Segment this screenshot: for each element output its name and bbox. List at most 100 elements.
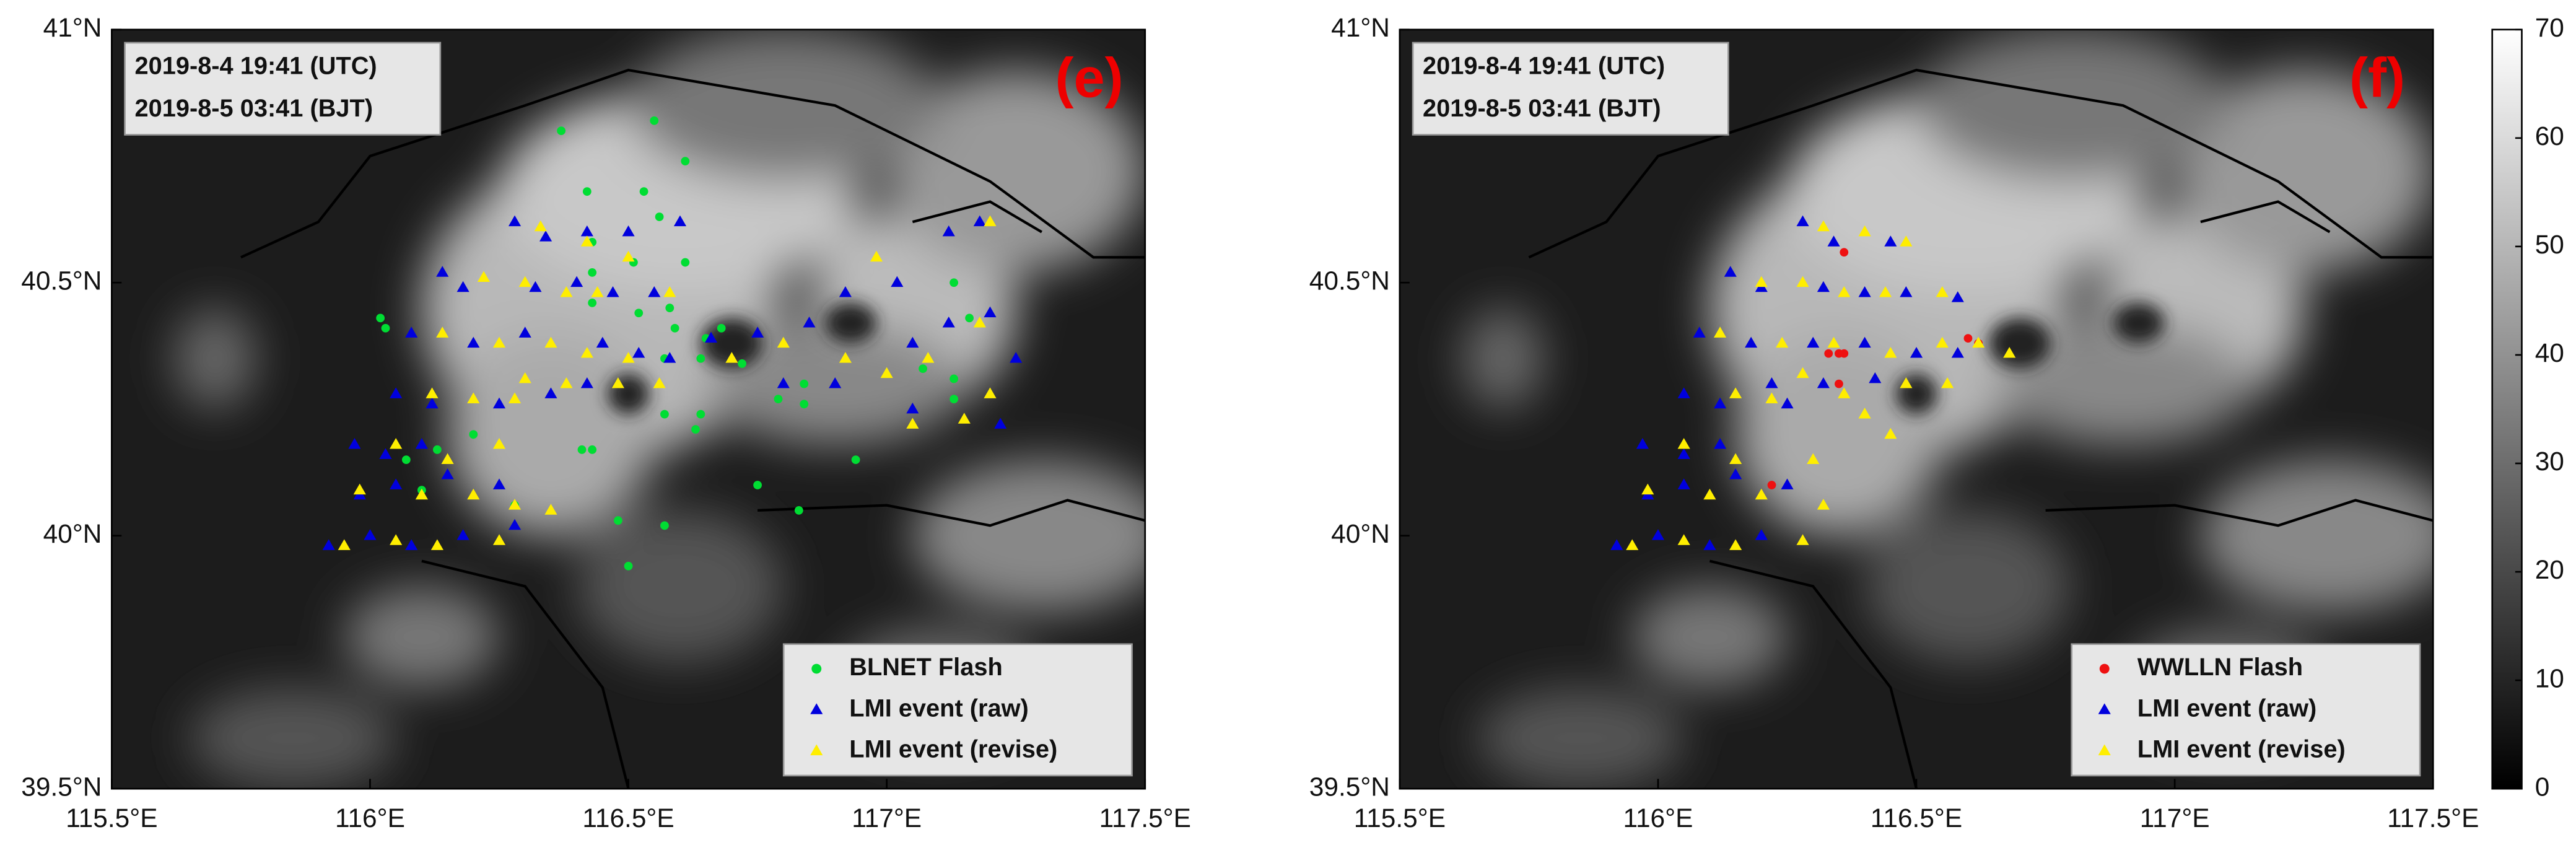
event-point (1781, 397, 1794, 409)
event-point (580, 346, 593, 358)
annotation-box (124, 42, 442, 136)
event-point (580, 377, 593, 388)
flash-point (577, 445, 587, 454)
event-point (1951, 346, 1964, 358)
boundary (2045, 499, 2434, 527)
event-point (1884, 427, 1897, 439)
flash-point (1840, 248, 1849, 257)
cloud (344, 586, 500, 688)
event-point (1858, 286, 1871, 297)
boundary (421, 559, 630, 789)
flash-point (774, 395, 783, 404)
legend-marker (810, 744, 823, 756)
flash-point (800, 379, 809, 388)
y-tick-label: 40.5°N (21, 266, 102, 295)
event-point (415, 488, 428, 500)
event-point (1641, 483, 1654, 495)
event-point (492, 438, 506, 449)
colorbar-tick-label: 0 (2535, 772, 2550, 801)
boundary (240, 68, 1145, 259)
event-point (390, 534, 403, 545)
legend-label: LMI event (revise) (2137, 736, 2346, 763)
event-point (529, 281, 542, 292)
event-point (673, 215, 687, 227)
annotation: 2019-8-4 19:41 (UTC) (1423, 52, 1665, 79)
event-point (426, 397, 439, 409)
event-point (1884, 346, 1897, 358)
gap (1988, 318, 2051, 369)
event-point (322, 539, 335, 550)
event-point (508, 499, 522, 510)
event-point (1796, 534, 1809, 545)
boundary (758, 499, 1145, 527)
cloud (577, 510, 784, 662)
cloud (2200, 460, 2434, 612)
event-point (436, 326, 449, 338)
event-point (518, 372, 531, 383)
annotation: 2019-8-5 03:41 (BJT) (134, 95, 373, 122)
event-point (1703, 488, 1716, 500)
event-point (1745, 336, 1758, 348)
flash-point (1824, 349, 1833, 358)
event-point (580, 235, 593, 247)
event-point (1827, 235, 1840, 247)
flash-point (469, 430, 478, 439)
event-point (777, 377, 790, 388)
event-point (1729, 387, 1742, 398)
x-tick-label: 117°E (2140, 803, 2210, 833)
event-point (1900, 235, 1913, 247)
flash-point (660, 521, 669, 530)
event-point (1755, 488, 1768, 500)
event-point (1900, 377, 1913, 388)
event-point (570, 276, 583, 287)
legend-marker (2098, 744, 2111, 756)
flash-point (1840, 349, 1849, 358)
event-point (622, 250, 635, 262)
event-point (544, 504, 557, 515)
x-tick-label: 116.5°E (1871, 803, 1962, 833)
event-point (1817, 220, 1830, 232)
event-point (456, 281, 469, 292)
flash-point (717, 323, 726, 333)
event-point (492, 534, 506, 545)
event-point (1677, 534, 1690, 545)
colorbar-tick-label: 30 (2535, 447, 2564, 476)
flash-point (401, 455, 411, 465)
event-point (1807, 336, 1820, 348)
event-point (1817, 499, 1830, 510)
event-point (1817, 281, 1830, 292)
event-point (725, 352, 738, 363)
event-point (441, 453, 454, 465)
event-point (648, 286, 661, 297)
gap (608, 374, 649, 414)
event-point (1900, 286, 1913, 297)
flash-point (681, 157, 690, 166)
cloud (886, 70, 1145, 273)
colorbar-tick-label: 10 (2535, 663, 2564, 693)
event-point (1796, 215, 1809, 227)
legend-label: LMI event (revise) (849, 736, 1057, 763)
legend-label: WWLLN Flash (2137, 654, 2303, 681)
flash-point (738, 359, 746, 368)
cloud (1477, 687, 1684, 789)
x-tick-label: 117°E (852, 803, 922, 833)
legend-marker (2099, 663, 2110, 674)
flash-point (950, 395, 958, 404)
event-point (1838, 387, 1851, 398)
flash-point (588, 445, 597, 454)
event-point (1827, 336, 1840, 348)
flash-point (800, 400, 809, 409)
cloud (173, 308, 256, 409)
flash-point (965, 313, 974, 323)
event-point (1729, 539, 1742, 550)
cloud (189, 687, 396, 789)
event-point (544, 387, 557, 398)
flash-point (381, 323, 390, 333)
event-point (508, 215, 522, 227)
flash-point (1963, 334, 1973, 343)
event-point (906, 418, 919, 429)
event-point (984, 387, 997, 398)
cloud (628, 29, 938, 182)
x-tick-label: 116°E (335, 803, 405, 833)
event-point (973, 316, 986, 328)
